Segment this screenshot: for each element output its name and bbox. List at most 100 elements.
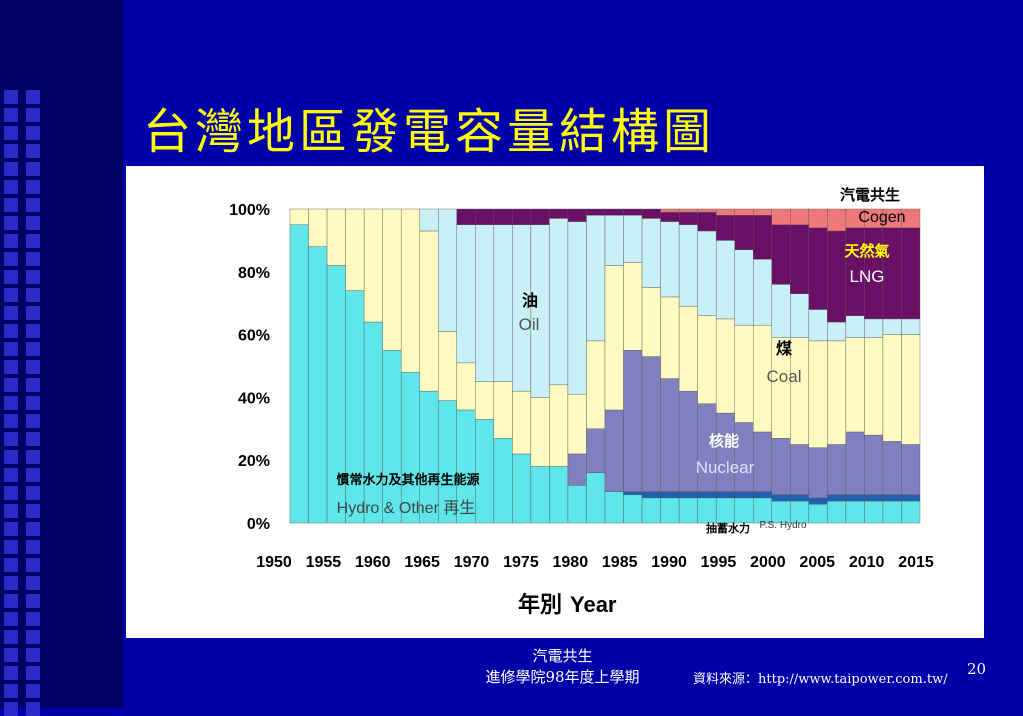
- bar-segment-oil: [438, 208, 457, 332]
- bar-segment-oil: [827, 321, 847, 342]
- bar-segment-oil: [734, 249, 754, 326]
- square-pattern: [26, 0, 44, 716]
- bar-segment-oil: [864, 318, 884, 338]
- bar-segment-oil: [660, 221, 680, 298]
- bar-segment-lng: [586, 208, 606, 216]
- bar-segment-oil: [567, 221, 587, 395]
- bar-segment-coal: [827, 340, 847, 445]
- bar-segment-coal: [864, 337, 884, 436]
- y-tick-label: 80%: [238, 265, 270, 282]
- oil-label-zh: 油: [522, 291, 538, 310]
- bar-segment-cogen: [808, 208, 828, 229]
- bar-segment-oil: [586, 215, 606, 342]
- bar-segment-coal: [845, 337, 865, 433]
- bar-segment-pumped: [901, 494, 921, 502]
- x-tick-label: 1980: [553, 554, 589, 571]
- bar-segment-hydro: [827, 500, 847, 524]
- coal-label-en: Coal: [767, 367, 802, 386]
- bar-segment-nuclear: [845, 431, 865, 495]
- y-tick-label: 40%: [238, 390, 270, 407]
- y-tick-label: 100%: [229, 202, 270, 219]
- footer-line2: 進修學院98年度上學期: [485, 668, 640, 686]
- bar-segment-coal: [493, 381, 513, 439]
- hydro-label-en: Hydro & Other 再生: [337, 499, 476, 517]
- bar-segment-lng: [882, 227, 902, 320]
- bar-segment-oil: [549, 218, 569, 386]
- bar-segment-lng: [530, 208, 550, 225]
- bar-segment-lng: [715, 215, 735, 241]
- bar-segment-oil: [901, 318, 921, 335]
- bar-segment-lng: [623, 208, 643, 216]
- bar-segment-nuclear: [660, 378, 680, 492]
- bar-segment-oil: [475, 224, 495, 382]
- bar-segment-coal: [549, 384, 569, 467]
- footer-course: 汽電共生 進修學院98年度上學期: [470, 646, 655, 688]
- bar-segment-pumped: [882, 494, 902, 502]
- bar-segment-oil: [456, 224, 476, 364]
- bar-segment-coal: [604, 265, 624, 411]
- bar-segment-hydro: [715, 497, 735, 524]
- bar-segment-cogen: [715, 208, 735, 216]
- bar-segment-lng: [808, 227, 828, 310]
- bar-segment-lng: [641, 208, 661, 219]
- bar-segment-oil: [753, 259, 772, 326]
- lng-label-zh: 天然氣: [844, 242, 889, 260]
- y-tick-label: 0%: [247, 516, 270, 533]
- x-tick-label: 1990: [651, 554, 687, 571]
- page-number: 20: [967, 660, 987, 678]
- bar-segment-hydro: [382, 350, 402, 524]
- bar-segment-hydro: [493, 438, 513, 524]
- bar-segment-pumped: [623, 491, 643, 495]
- cogen-label-en: Cogen: [858, 209, 905, 226]
- bar-segment-hydro: [289, 224, 309, 524]
- bar-segment-hydro: [623, 494, 643, 524]
- bar-segment-cogen: [660, 208, 680, 213]
- bar-segment-coal: [326, 208, 346, 266]
- y-tick-label: 20%: [238, 453, 270, 470]
- x-tick-label: 1995: [701, 554, 737, 571]
- bar-segment-hydro: [697, 497, 717, 524]
- bar-segment-pumped: [734, 491, 754, 499]
- bar-segment-pumped: [790, 494, 810, 502]
- bar-segment-hydro: [678, 497, 698, 524]
- bar-segment-hydro: [734, 497, 754, 524]
- x-tick-label: 1960: [355, 554, 391, 571]
- x-tick-label: 1955: [306, 554, 342, 571]
- bar-segment-coal: [345, 208, 365, 291]
- bar-segment-coal: [530, 397, 550, 467]
- x-tick-label: 1970: [454, 554, 490, 571]
- bar-segment-coal: [678, 306, 698, 392]
- nuclear-label-zh: 核能: [709, 432, 739, 450]
- bar-segment-coal: [734, 324, 754, 423]
- x-axis-label-zh: 年別: [518, 592, 562, 617]
- x-tick-label: 1975: [503, 554, 539, 571]
- bar-segment-coal: [697, 315, 717, 404]
- bar-segment-hydro: [882, 500, 902, 524]
- bar-segment-lng: [827, 230, 847, 323]
- bar-segment-hydro: [308, 246, 328, 524]
- bar-segment-pumped: [808, 497, 828, 505]
- bar-segment-nuclear: [827, 444, 847, 495]
- bar-segment-cogen: [734, 208, 754, 216]
- bar-segment-oil: [604, 215, 624, 266]
- bar-segment-pumped: [753, 491, 772, 499]
- bar-segment-lng: [512, 208, 532, 225]
- bar-segment-oil: [808, 309, 828, 342]
- left-decor-band: [0, 0, 123, 716]
- bar-segment-hydro: [604, 491, 624, 524]
- pumped-label-zh: 抽蓄水力: [706, 521, 750, 535]
- bar-segment-hydro: [901, 500, 921, 524]
- bar-segment-hydro: [641, 497, 661, 524]
- bar-segment-coal: [400, 208, 420, 373]
- bar-segment-coal: [586, 340, 606, 430]
- bar-segment-coal: [715, 318, 735, 414]
- bar-segment-oil: [678, 224, 698, 307]
- bar-segment-nuclear: [586, 428, 606, 473]
- bar-segment-pumped: [715, 491, 735, 499]
- bar-segment-lng: [753, 215, 772, 260]
- bar-segment-coal: [289, 208, 309, 225]
- bar-segment-coal: [512, 390, 532, 455]
- pumped-label-en: P.S. Hydro: [759, 520, 806, 531]
- bar-segment-lng: [549, 208, 569, 219]
- nuclear-label-en: Nuclear: [696, 458, 755, 477]
